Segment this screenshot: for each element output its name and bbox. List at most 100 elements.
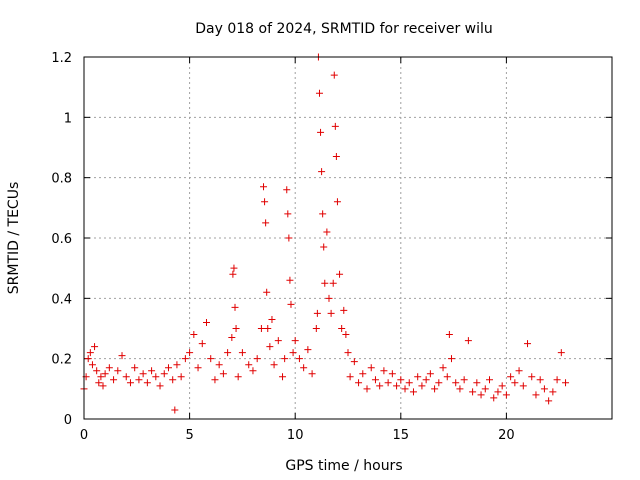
y-tick-labels: 0 0.2 0.4 0.6 0.8 1 1.2: [51, 51, 72, 428]
data-point: [164, 364, 172, 372]
data-point: [93, 367, 101, 375]
data-point: [338, 325, 346, 332]
y-tick-label: 1.2: [51, 51, 72, 66]
data-point: [536, 376, 544, 384]
data-point: [148, 367, 156, 375]
data-point: [553, 376, 561, 384]
data-point: [105, 364, 113, 372]
data-point: [532, 391, 540, 399]
data-point: [332, 153, 340, 161]
data-point: [320, 243, 328, 251]
data-point: [228, 334, 236, 342]
x-tick-label: 15: [393, 428, 410, 443]
data-point: [270, 361, 278, 369]
data-point: [266, 343, 274, 351]
data-point: [202, 318, 210, 326]
data-point: [131, 364, 139, 372]
data-point: [139, 370, 147, 378]
data-point: [177, 373, 185, 381]
data-point: [557, 349, 565, 357]
data-point: [281, 355, 289, 363]
data-point: [336, 270, 344, 278]
data-point: [445, 331, 453, 339]
x-tick-label: 5: [185, 428, 193, 443]
data-point: [300, 364, 308, 372]
data-point: [286, 276, 294, 284]
data-point: [540, 385, 548, 393]
data-point: [245, 361, 253, 369]
data-point: [260, 183, 268, 191]
data-point: [171, 406, 179, 414]
data-point: [397, 376, 405, 384]
data-point: [388, 370, 396, 378]
y-tick-label: 1: [64, 111, 72, 126]
data-point: [263, 288, 271, 296]
data-point: [110, 376, 118, 384]
data-point: [238, 349, 246, 357]
data-point: [452, 379, 460, 387]
data-point: [435, 379, 443, 387]
data-point: [295, 355, 303, 363]
data-point: [156, 382, 164, 390]
data-point: [477, 391, 485, 399]
data-point: [160, 370, 168, 378]
data-point: [502, 391, 510, 399]
data-point: [95, 379, 103, 387]
data-point: [274, 337, 282, 345]
data-point: [515, 367, 523, 375]
data-point: [231, 303, 239, 311]
data-point: [549, 388, 557, 396]
data-point: [173, 361, 181, 369]
data-point: [350, 358, 358, 366]
data-point: [97, 373, 105, 381]
data-point: [264, 325, 272, 332]
data-point: [380, 367, 388, 375]
data-point: [284, 210, 292, 218]
x-tick-label: 0: [80, 428, 88, 443]
data-point: [91, 343, 99, 351]
y-tick-label: 0.2: [51, 353, 72, 368]
data-point: [401, 385, 409, 393]
data-point: [224, 349, 232, 357]
data-point: [469, 388, 477, 396]
data-point: [312, 325, 320, 332]
data-point: [313, 309, 321, 317]
data-point: [528, 373, 536, 381]
data-point: [346, 373, 354, 381]
data-point: [327, 309, 335, 317]
data-point: [460, 376, 468, 384]
data-point: [84, 355, 92, 363]
data-point: [308, 370, 316, 378]
y-tick-label: 0.4: [51, 292, 72, 307]
x-tick-label: 20: [498, 428, 515, 443]
data-point: [481, 385, 489, 393]
data-point: [86, 349, 94, 357]
data-point: [253, 355, 261, 363]
data-point: [359, 370, 367, 378]
data-point: [318, 168, 326, 176]
data-point: [211, 376, 219, 384]
data-point: [198, 340, 206, 348]
data-point: [405, 379, 413, 387]
data-point: [319, 210, 327, 218]
data-points: [80, 53, 570, 414]
data-point: [329, 279, 337, 287]
data-point: [367, 364, 375, 372]
data-point: [323, 228, 331, 236]
data-point: [181, 355, 189, 363]
data-point: [340, 306, 348, 314]
data-point: [545, 397, 553, 405]
data-point: [490, 394, 498, 402]
data-point: [315, 89, 323, 97]
y-axis-title: SRMTID / TECUs: [6, 182, 22, 295]
data-point: [287, 300, 295, 308]
data-point: [229, 270, 237, 278]
data-point: [342, 331, 350, 339]
chart-title: Day 018 of 2024, SRMTID for receiver wil…: [195, 21, 493, 37]
data-point: [268, 315, 276, 323]
data-point: [249, 367, 257, 375]
data-point: [363, 385, 371, 393]
data-point: [219, 370, 227, 378]
data-point: [456, 385, 464, 393]
data-point: [257, 325, 265, 332]
